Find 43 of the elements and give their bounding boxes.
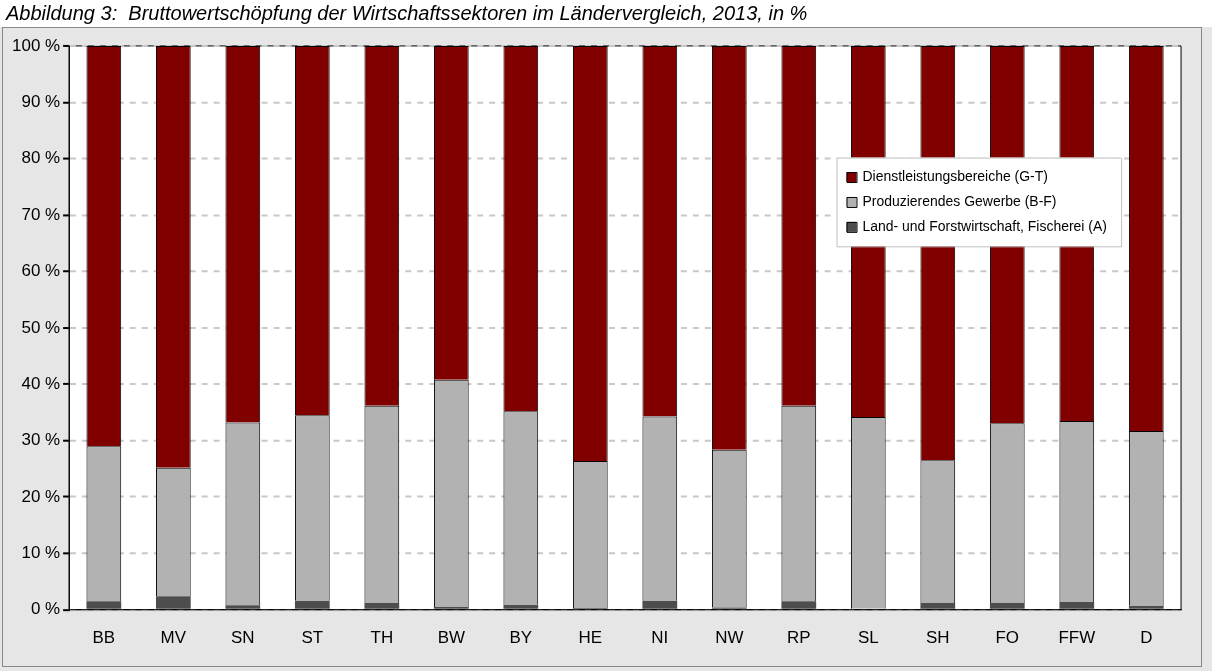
bar bbox=[1059, 601, 1095, 609]
bar bbox=[1128, 605, 1164, 609]
y-tick-label: 20 % bbox=[21, 486, 61, 506]
y-tick-label: 40 % bbox=[21, 373, 61, 393]
x-tick-label: TH bbox=[370, 627, 394, 647]
bar bbox=[920, 603, 956, 609]
x-tick-label: SH bbox=[926, 627, 950, 647]
x-tick-label: MV bbox=[160, 627, 187, 647]
x-tick-label: BB bbox=[92, 627, 116, 647]
y-tick-label: 60 % bbox=[21, 261, 61, 281]
x-tick-label: ST bbox=[301, 627, 324, 647]
y-tick-label: 30 % bbox=[21, 430, 61, 450]
bar bbox=[642, 600, 678, 609]
x-tick-label: FO bbox=[995, 627, 1020, 647]
x-tick-label: SL bbox=[857, 627, 879, 647]
chart-title: Abbildung 3: Bruttowertschöpfung der Wirtschaftssektoren im Ländervergleich, 2013, in % bbox=[0, 0, 1212, 27]
x-tick-label: NW bbox=[715, 627, 744, 647]
x-tick-label: HE bbox=[578, 627, 603, 647]
bar bbox=[989, 603, 1025, 609]
x-tick-label: FFW bbox=[1058, 627, 1096, 647]
bar bbox=[225, 605, 261, 609]
bar bbox=[781, 601, 817, 609]
y-tick-label: 0 % bbox=[30, 599, 61, 619]
x-tick-label: BW bbox=[437, 627, 465, 647]
bar bbox=[155, 596, 191, 609]
bar bbox=[503, 604, 539, 609]
y-tick-label: 70 % bbox=[21, 204, 61, 224]
legend-label: Produzierendes Gewerbe (B-F) bbox=[862, 192, 1057, 209]
bar bbox=[86, 601, 122, 609]
bar bbox=[294, 600, 330, 609]
x-tick-label: RP bbox=[787, 627, 811, 647]
y-tick-label: 90 % bbox=[21, 92, 61, 111]
legend-label: Land- und Forstwirtschaft, Fischerei (A) bbox=[862, 217, 1107, 234]
y-tick-label: 50 % bbox=[21, 317, 61, 337]
x-tick-label: BY bbox=[509, 627, 533, 647]
y-tick-label: 80 % bbox=[21, 148, 61, 168]
x-tick-label: D bbox=[1140, 627, 1153, 647]
x-tick-label: SN bbox=[231, 627, 255, 647]
y-tick-label: 100 % bbox=[12, 35, 61, 55]
y-tick-label: 10 % bbox=[21, 543, 61, 563]
bar bbox=[364, 603, 400, 609]
legend-label: Dienstleistungsbereiche (G-T) bbox=[862, 167, 1048, 184]
x-tick-label: NI bbox=[651, 627, 669, 647]
